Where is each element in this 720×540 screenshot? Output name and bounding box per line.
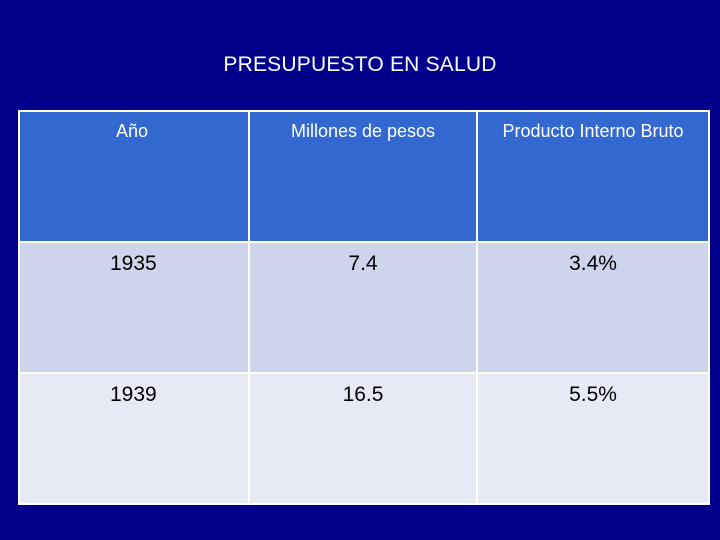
slide-title: PRESUPUESTO EN SALUD	[223, 53, 497, 76]
budget-table: Año Millones de pesos Producto Interno B…	[18, 110, 710, 505]
header-year: Año	[18, 110, 250, 243]
header-gdp: Producto Interno Bruto	[476, 110, 710, 243]
table-row: 1939 16.5 5.5%	[18, 372, 710, 505]
table-row: 1935 7.4 3.4%	[18, 241, 710, 374]
cell-year: 1939	[18, 372, 250, 505]
cell-gdp: 3.4%	[476, 241, 710, 374]
header-millions-pesos: Millones de pesos	[248, 110, 478, 243]
budget-table-container: Año Millones de pesos Producto Interno B…	[18, 110, 710, 505]
table-header-row: Año Millones de pesos Producto Interno B…	[18, 110, 710, 243]
cell-year: 1935	[18, 241, 250, 374]
cell-millions-pesos: 16.5	[248, 372, 478, 505]
cell-millions-pesos: 7.4	[248, 241, 478, 374]
cell-gdp: 5.5%	[476, 372, 710, 505]
